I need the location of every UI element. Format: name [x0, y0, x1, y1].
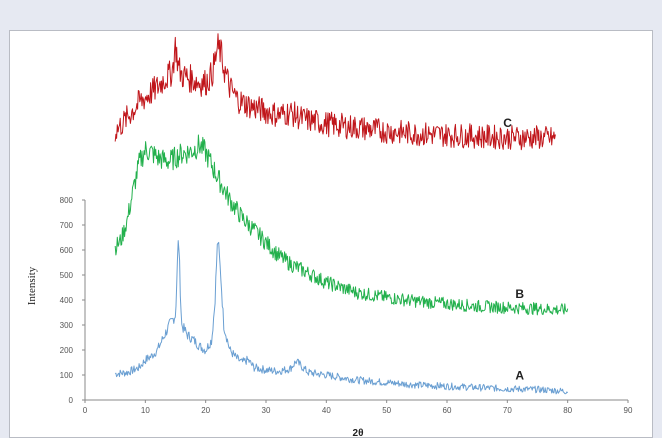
x-tick-label: 30: [262, 406, 271, 415]
x-tick-label: 60: [443, 406, 452, 415]
series-a-line: [114, 240, 569, 395]
x-axis-label: 2θ: [353, 428, 364, 438]
y-tick-label: 400: [60, 296, 74, 305]
x-tick-label: 0: [83, 406, 88, 415]
x-tick-label: 20: [201, 406, 210, 415]
y-tick-label: 300: [60, 321, 74, 330]
x-tick-label: 90: [624, 406, 633, 415]
y-tick-label: 600: [60, 246, 74, 255]
series-b-label: B: [515, 287, 524, 301]
x-tick-label: 50: [382, 406, 391, 415]
y-tick-label: 0: [69, 396, 74, 405]
chart-frame: [9, 30, 653, 438]
x-tick-label: 40: [322, 406, 331, 415]
series-c-line: [114, 33, 556, 151]
x-tick-label: 80: [563, 406, 572, 415]
y-tick-label: 700: [60, 221, 74, 230]
y-axis-label: Intensity: [26, 266, 38, 305]
x-tick-label: 70: [503, 406, 512, 415]
series-c-label: C: [503, 116, 512, 130]
y-tick-label: 800: [60, 196, 74, 205]
series-a-label: A: [515, 368, 524, 382]
x-tick-label: 10: [141, 406, 150, 415]
y-tick-label: 200: [60, 346, 74, 355]
series-b-line: [114, 134, 569, 316]
y-tick-label: 100: [60, 371, 74, 380]
y-tick-label: 500: [60, 271, 74, 280]
